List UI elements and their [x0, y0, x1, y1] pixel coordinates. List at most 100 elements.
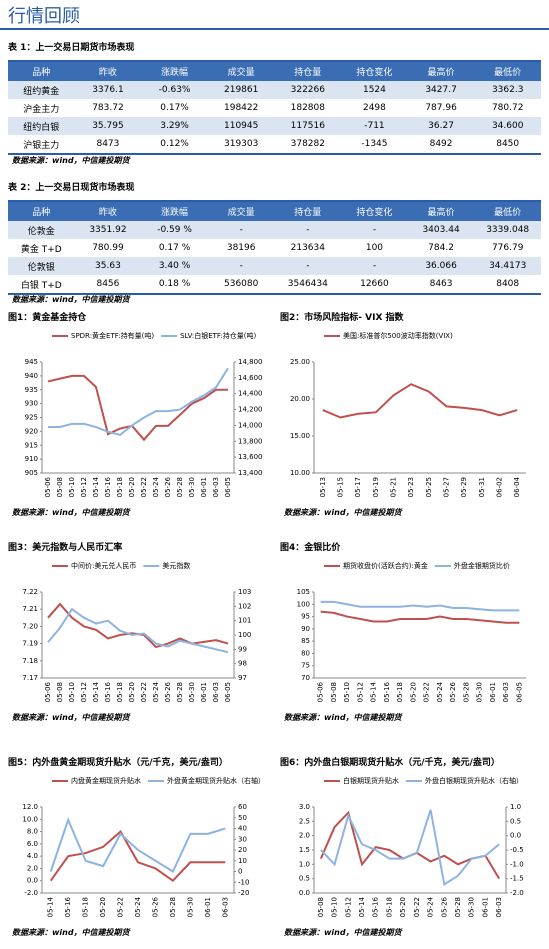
x-tick-label: 05-22: [117, 897, 125, 917]
table-cell: 198422: [224, 103, 259, 113]
x-tick-label: 06-01: [481, 897, 489, 917]
y-tick-label: 940: [25, 372, 38, 380]
header-cell: 持仓量: [274, 201, 342, 221]
x-tick-label: 05-24: [152, 681, 160, 702]
y2-tick-label: 99: [238, 645, 247, 653]
x-tick-label: 05-10: [68, 477, 76, 497]
y-tick-label: 0.5: [299, 875, 310, 883]
chart: 70 75 80 85 90 95 100 105 05-06 05-08 05-10 05-12 05…: [297, 561, 526, 702]
table-cell: 219861: [207, 81, 275, 99]
y2-tick-label: -10: [238, 878, 249, 886]
x-tick-label: 06-03: [212, 682, 220, 702]
series-line: [49, 830, 226, 883]
x-tick-label: 05-14: [47, 896, 55, 917]
header-cell: 昨收: [74, 61, 142, 81]
table-cell: 白银 T+D: [20, 280, 62, 291]
x-tick-label: 05-18: [116, 477, 124, 497]
chart: 0.0 0.5 1.0 1.5 2.0 2.5 3.0 -2.0 -1.5 -1.0 -0.5 0.0…: [299, 776, 524, 917]
table-row: 纽约白银 35.795 3.29% 110945 117516 -711 36.27 34.6…: [8, 117, 541, 135]
x-tick-label: 05-27: [443, 477, 451, 497]
x-tick-label: 05-08: [330, 682, 338, 702]
x-tick-label: 05-16: [104, 681, 112, 702]
x-tick-label: 05-21: [390, 477, 398, 497]
header-cell: 持仓变化: [341, 201, 408, 221]
chart-source: 数据来源：wind，中信建投期货: [284, 928, 402, 937]
chart-source: 数据来源：wind，中信建投期货: [284, 508, 402, 517]
x-tick-label: 05-30: [188, 477, 196, 497]
y-tick-label: 25.00: [290, 358, 310, 366]
y-tick-label: 3.0: [299, 803, 310, 811]
chart: 905 910 915 920 925 930 935 940 945 13,400 13,600 1…: [25, 331, 263, 497]
header-cell: 涨跌幅: [141, 201, 208, 221]
y-tick-label: 935: [25, 386, 38, 394]
x-tick-label: 05-06: [44, 681, 52, 702]
legend-label: 外盘白银期现货升贴水（右轴）: [425, 776, 523, 785]
table-wrap: 品种 昨收 涨跌幅 成交量 持仓量 持仓变化 最高价 最低价 伦敦金 3351.92 -0.59 %…: [8, 200, 541, 295]
y2-tick-label: 1.0: [510, 803, 521, 811]
x-tick-label: 05-18: [82, 897, 90, 917]
x-tick-label: 06-01: [200, 477, 208, 497]
series-line: [48, 367, 229, 437]
x-tick-label: 05-18: [116, 682, 124, 702]
table-cell: 319303: [224, 139, 259, 149]
y-tick-label: 7.20: [22, 622, 38, 630]
table-cell: 12660: [360, 279, 389, 289]
legend-label: SLV:白银ETF:持仓量(吨): [180, 331, 256, 340]
x-tick-label: 05-28: [169, 897, 177, 917]
y2-tick-label: 0: [238, 868, 242, 876]
x-tick-label: 05-22: [413, 897, 421, 917]
data-table: 品种 昨收 涨跌幅 成交量 持仓量 持仓变化 最高价 最低价 伦敦金 3351.92 -0.59 %…: [8, 200, 541, 295]
table-cell: 伦敦金: [8, 221, 75, 239]
y2-tick-label: 13,400: [238, 469, 263, 477]
x-tick-label: 06-05: [224, 477, 232, 497]
y-tick-label: 910: [25, 455, 38, 463]
table-cell: 536080: [224, 279, 259, 289]
x-tick-label: 06-05: [224, 682, 232, 702]
y2-tick-label: 30: [238, 835, 247, 843]
x-tick-label: 05-22: [140, 682, 148, 702]
table-cell: 沪金主力: [23, 104, 60, 115]
legend-label: SPDR:黄金ETF:持有量(吨): [71, 331, 154, 340]
header-cell: 品种: [8, 61, 75, 81]
table-cell: -: [274, 257, 342, 275]
x-tick-label: 05-25: [425, 477, 433, 497]
table-cell: 35.63: [74, 257, 142, 275]
table-cell: 0.17%: [160, 103, 189, 113]
series-line: [49, 817, 226, 873]
x-tick-label: 05-28: [176, 477, 184, 497]
legend-label: 白银期现货升贴水: [343, 776, 399, 785]
table-cell: -0.63%: [141, 81, 208, 99]
series-line: [47, 607, 229, 654]
table-cell: 黄金 T+D: [20, 244, 62, 255]
y2-tick-label: 102: [238, 602, 251, 610]
x-tick-label: 05-24: [427, 896, 435, 917]
y2-tick-label: 14,600: [238, 374, 263, 382]
table-cell: 35.795: [74, 117, 142, 135]
table-cell: 780.99: [92, 243, 124, 253]
x-tick-label: 05-24: [134, 896, 142, 917]
y2-tick-label: -20: [238, 889, 249, 897]
table-cell: 8408: [496, 279, 520, 289]
y-tick-label: -2.0: [24, 889, 38, 897]
x-tick-label: 05-12: [80, 682, 88, 702]
legend-label: 内盘黄金期现货升贴水: [71, 776, 141, 785]
y-tick-label: 0.0: [27, 877, 38, 885]
series-line: [322, 383, 518, 419]
y2-tick-label: 60: [238, 803, 247, 811]
table-cell: 36.066: [407, 257, 475, 275]
x-tick-label: 05-18: [396, 682, 404, 702]
table-row: 沪银主力 8473 0.12% 319303 378282 -1345 8492 8450: [8, 135, 541, 154]
table-cell: 0.17 %: [158, 243, 191, 253]
x-tick-label: 05-10: [68, 682, 76, 702]
y2-tick-label: 14,800: [238, 358, 263, 366]
y-tick-label: 2.5: [299, 817, 310, 825]
x-tick-label: 05-18: [385, 897, 393, 917]
table-row: 伦敦银 35.63 3.40 % - - -36.066 34.4173: [8, 257, 541, 275]
x-tick-label: 05-20: [128, 682, 136, 702]
table-cell: -0.59 %: [141, 221, 208, 239]
chart-title: 图4：金银比价: [280, 543, 341, 553]
table-cell: 1524: [341, 81, 408, 99]
table-cell: -711: [341, 117, 408, 135]
x-tick-label: 05-30: [468, 897, 476, 917]
